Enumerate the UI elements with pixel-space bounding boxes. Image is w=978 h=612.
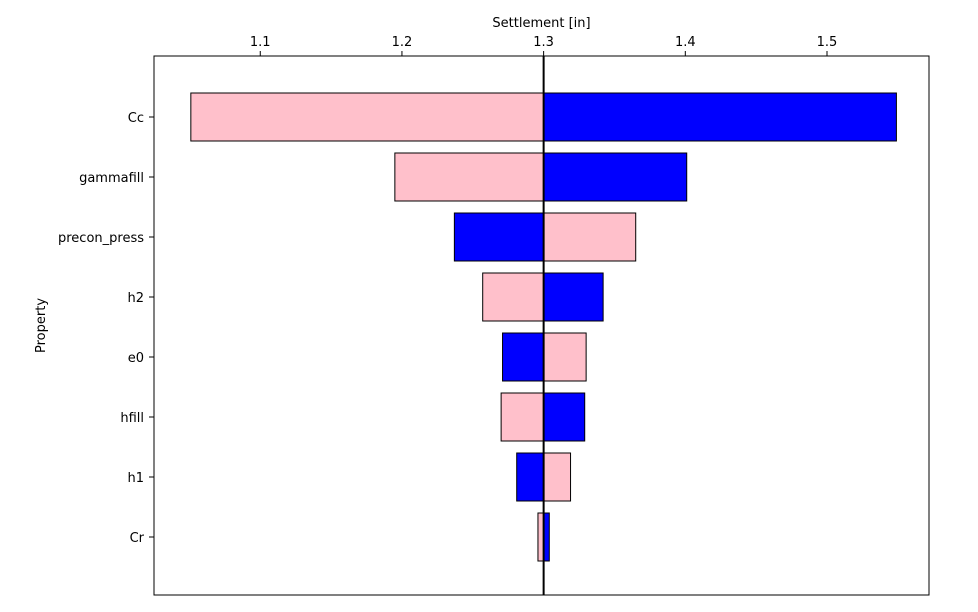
bar-hfill-low — [500, 392, 545, 442]
x-tick-label: 1.1 — [250, 35, 271, 50]
bar-gammafill-high — [543, 152, 688, 202]
bar-h1-low — [516, 452, 545, 502]
x-tick-label: 1.3 — [533, 35, 554, 50]
y-tick-label: e0 — [128, 351, 144, 366]
bar-e0-high — [543, 332, 587, 382]
bar-e0-low — [502, 332, 545, 382]
x-tick-label: 1.5 — [817, 35, 838, 50]
y-tick-label: h2 — [127, 291, 144, 306]
y-axis: Cc gammafill precon_press h2 e0 hfill h1 Cr — [58, 111, 154, 546]
y-tick-label: Cr — [130, 531, 145, 546]
y-tick-label: gammafill — [79, 171, 144, 186]
bars-layer — [190, 92, 897, 562]
bar-Cc-high — [543, 92, 897, 142]
x-tick-label: 1.4 — [675, 35, 696, 50]
y-tick-label: hfill — [120, 411, 144, 426]
y-tick-label: precon_press — [58, 231, 144, 246]
x-axis: 1.1 1.2 1.3 1.4 1.5 — [250, 35, 837, 56]
plot-frame — [153, 55, 930, 596]
bar-precon_press-low — [453, 212, 545, 262]
bar-h2-high — [543, 272, 604, 322]
bar-Cc-low — [190, 92, 545, 142]
y-tick-label: Cc — [128, 111, 144, 126]
bar-h1-high — [543, 452, 572, 502]
bar-precon_press-high — [543, 212, 637, 262]
x-tick-label: 1.2 — [392, 35, 413, 50]
bar-h2-low — [482, 272, 545, 322]
x-axis-title: Settlement [in] — [492, 16, 590, 31]
y-tick-label: h1 — [127, 471, 144, 486]
y-axis-title: Property — [34, 298, 49, 353]
bar-hfill-high — [543, 392, 586, 442]
bar-gammafill-low — [394, 152, 545, 202]
